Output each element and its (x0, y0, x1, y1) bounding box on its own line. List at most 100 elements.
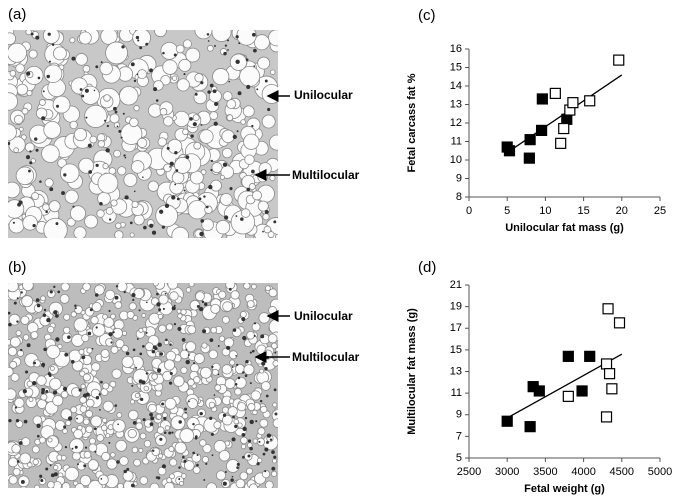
nucleus (211, 454, 214, 457)
cell (257, 427, 266, 436)
cell (209, 111, 219, 120)
cell (53, 464, 59, 471)
nucleus (78, 388, 82, 392)
cell (12, 467, 21, 476)
nucleus (145, 331, 148, 334)
x-tick-label: 10 (539, 205, 551, 217)
cell (174, 441, 187, 454)
cell (211, 368, 219, 376)
nucleus (57, 290, 61, 294)
nucleus (16, 460, 20, 463)
nucleus (89, 308, 93, 312)
nucleus (135, 366, 138, 369)
cell (156, 426, 165, 435)
nucleus (169, 372, 173, 376)
nucleus (33, 361, 36, 365)
nucleus (266, 441, 269, 444)
nucleus (244, 416, 248, 420)
nucleus (114, 295, 119, 300)
x-tick-label: 4000 (571, 466, 595, 478)
cell (129, 399, 135, 405)
nucleus (163, 431, 167, 435)
cell (240, 436, 248, 445)
cell (63, 313, 71, 321)
x-tick-label: 4500 (610, 466, 634, 478)
cell (78, 157, 95, 174)
nucleus (98, 393, 101, 396)
cell (133, 105, 140, 112)
x-axis-label: Fetal weight (g) (524, 483, 605, 495)
cell (100, 349, 110, 359)
cell (175, 44, 185, 54)
cell (69, 37, 76, 44)
cell (8, 475, 18, 485)
cell (246, 330, 255, 340)
cell (219, 174, 225, 180)
nucleus (222, 481, 227, 486)
nucleus (16, 297, 19, 300)
nucleus (171, 195, 176, 200)
cell (157, 453, 164, 459)
cell (73, 128, 88, 142)
cell (151, 373, 158, 380)
micrograph (8, 30, 278, 238)
cell (82, 64, 91, 73)
nucleus (62, 386, 68, 391)
nucleus (74, 307, 77, 310)
cell (194, 30, 213, 40)
nucleus (45, 210, 48, 214)
nucleus (131, 384, 134, 387)
nucleus (183, 189, 186, 192)
nucleus (13, 301, 17, 305)
cell (49, 377, 62, 391)
nucleus (81, 355, 86, 360)
cell (240, 119, 246, 125)
cell (61, 482, 71, 488)
cell (39, 436, 46, 444)
cell (16, 349, 24, 357)
cell (94, 284, 105, 296)
cell (272, 418, 278, 428)
cell (70, 406, 78, 414)
cell (192, 114, 200, 122)
nucleus (210, 432, 214, 436)
nucleus (198, 306, 204, 312)
nucleus (133, 79, 137, 83)
cell (167, 283, 179, 290)
nucleus (244, 374, 248, 378)
cell (185, 47, 201, 63)
cell (166, 477, 173, 484)
point (561, 113, 573, 125)
nucleus (200, 124, 203, 126)
x-tick-label: 20 (616, 205, 628, 217)
nucleus (249, 351, 252, 354)
nucleus (12, 221, 15, 224)
cell (167, 138, 183, 154)
cell (261, 381, 271, 391)
nucleus (178, 477, 181, 481)
cell (257, 171, 268, 183)
cell (9, 70, 17, 77)
cell (44, 178, 54, 188)
cell (213, 421, 222, 429)
nucleus (168, 431, 172, 435)
nucleus (166, 146, 170, 150)
cell (137, 69, 148, 80)
nucleus (242, 335, 247, 341)
nucleus (37, 434, 40, 438)
cell (47, 325, 55, 334)
cell (139, 432, 147, 440)
cell (10, 372, 20, 382)
cell (111, 368, 122, 379)
nucleus (100, 380, 103, 384)
cell (170, 415, 186, 431)
nucleus (201, 300, 205, 304)
nucleus (71, 56, 76, 61)
cell (97, 474, 109, 486)
cell (176, 308, 182, 314)
nucleus (241, 432, 246, 437)
cell (189, 299, 201, 311)
cell (261, 84, 278, 104)
cell (272, 458, 278, 464)
point (576, 385, 588, 397)
